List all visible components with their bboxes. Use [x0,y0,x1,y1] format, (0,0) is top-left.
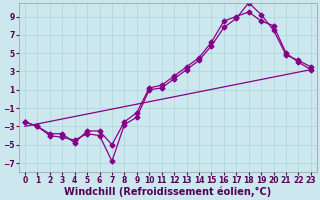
X-axis label: Windchill (Refroidissement éolien,°C): Windchill (Refroidissement éolien,°C) [64,187,272,197]
